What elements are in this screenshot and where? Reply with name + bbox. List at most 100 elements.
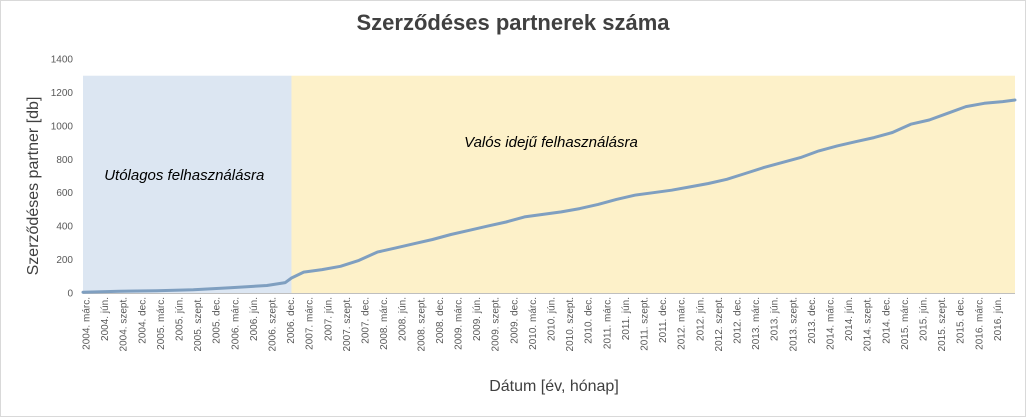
data-point (394, 247, 397, 249)
data-point (744, 172, 747, 175)
x-tick-label: 2008. márc. (379, 297, 390, 350)
data-point (290, 277, 293, 279)
x-tick-label: 2004. márc. (82, 297, 93, 350)
x-tick-label: 2004. szept. (119, 297, 130, 351)
data-point (983, 102, 986, 105)
y-tick-label: 1400 (51, 55, 74, 66)
x-tick-label: 2013. szept. (788, 297, 799, 351)
data-point (560, 211, 563, 213)
x-tick-label: 2005. szept. (193, 297, 204, 351)
x-tick-label: 2005. jún. (175, 297, 186, 341)
x-tick-label: 2007. szept. (342, 297, 353, 351)
x-tick-label: 2009. dec. (509, 297, 520, 344)
x-tick-label: 2015. szept. (937, 297, 948, 351)
data-point (523, 216, 526, 218)
y-tick-label: 800 (56, 155, 73, 166)
x-tick-label: 2016. márc. (974, 297, 985, 350)
data-point (155, 289, 158, 292)
data-point (689, 186, 691, 188)
x-tick-label: 2011. márc. (602, 297, 613, 349)
x-tick-label: 2014. szept. (863, 297, 874, 351)
x-tick-label: 2014. márc. (826, 297, 837, 350)
x-tick-label: 2006. márc. (230, 297, 241, 350)
x-tick-label: 2005. dec. (212, 297, 223, 344)
data-point (192, 288, 195, 291)
data-point (707, 182, 710, 185)
x-tick-label: 2015. márc. (900, 297, 911, 350)
data-point (817, 150, 820, 152)
region-2 (291, 75, 1015, 293)
data-point (854, 140, 857, 143)
data-point (578, 207, 581, 210)
data-point (339, 265, 342, 268)
region-label-1: Utólagos felhasználásra (104, 167, 264, 184)
x-tick-label: 2016. jún. (993, 297, 1004, 341)
background-regions (83, 75, 1015, 293)
x-tick-label: 2010. szept. (565, 297, 576, 351)
x-tick-label: 2007. dec. (361, 297, 372, 344)
x-tick-label: 2015. jún. (919, 297, 930, 341)
data-point (652, 191, 655, 194)
x-tick-label: 2008. dec. (435, 297, 446, 344)
axes: 0 200 400 600 800 1000 1200 1400 2004. márc. 2004… (51, 55, 1015, 351)
data-point (928, 119, 930, 121)
x-tick-label: 2004. jún. (100, 297, 111, 341)
data-point (505, 221, 507, 223)
x-tick-label: 2009. márc. (454, 297, 465, 350)
data-point (229, 286, 231, 289)
data-point (542, 213, 544, 216)
data-point (597, 203, 599, 206)
x-tick-label: 2007. márc. (305, 297, 316, 350)
x-tick-label: 2005. márc. (156, 297, 167, 350)
x-tick-label: 2011. jún. (621, 297, 632, 340)
data-point (873, 136, 875, 139)
y-tick-label: 600 (56, 188, 73, 199)
x-tick-label: 2009. jún. (472, 297, 483, 341)
data-point (634, 194, 636, 197)
x-tick-label: 2013. márc. (751, 297, 762, 350)
data-point (302, 271, 305, 273)
x-tick-label: 2008. jún. (398, 297, 409, 341)
data-point (431, 238, 434, 241)
y-tick-label: 1000 (51, 121, 74, 132)
data-point (781, 161, 783, 164)
data-point (321, 268, 323, 271)
chart-title: Szerződéses partnerek száma (356, 10, 670, 35)
data-point (82, 291, 84, 293)
x-tick-label: 2006. jún. (249, 297, 260, 341)
data-point (615, 198, 618, 201)
x-tick-label: 2006. dec. (286, 297, 297, 344)
data-point (946, 112, 949, 115)
data-point (670, 189, 673, 192)
data-point (486, 225, 489, 227)
y-tick-label: 200 (56, 255, 73, 266)
x-tick-label: 2012. márc. (677, 297, 688, 350)
x-tick-label: 2011. dec. (658, 297, 669, 343)
data-point (118, 290, 121, 293)
x-tick-label: 2008. szept. (416, 297, 427, 351)
data-point (836, 145, 838, 147)
data-point (284, 281, 287, 284)
x-tick-label: 2013. dec. (807, 297, 818, 344)
series-layer (81, 98, 1017, 294)
data-point (1001, 100, 1004, 103)
data-point (799, 156, 802, 159)
x-tick-label: 2010. dec. (584, 297, 595, 344)
x-tick-label: 2013. jún. (770, 297, 781, 341)
region-1 (83, 75, 292, 293)
data-point (376, 251, 379, 253)
y-tick-label: 400 (56, 222, 73, 233)
x-tick-label: 2006. szept. (268, 297, 279, 351)
x-tick-label: 2012. szept. (714, 297, 725, 351)
labels-layer: Utólagos felhasználásra Valós idejű felha… (25, 97, 638, 395)
data-point (450, 233, 452, 236)
series-line-1 (81, 98, 1017, 294)
x-tick-label: 2014. jún. (844, 297, 855, 341)
x-tick-label: 2012. dec. (733, 297, 744, 344)
y-tick-label: 0 (67, 289, 73, 300)
data-point (266, 284, 268, 287)
x-tick-label: 2011. szept. (640, 297, 651, 351)
y-tick-label: 1200 (51, 88, 74, 99)
x-tick-label: 2004. dec. (137, 297, 148, 344)
